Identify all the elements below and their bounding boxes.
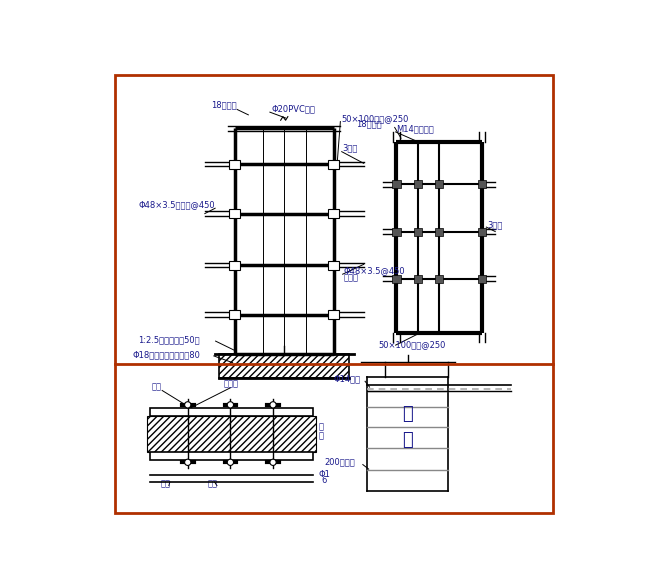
Text: 6: 6 <box>321 476 326 485</box>
Bar <box>414 227 422 236</box>
Bar <box>328 261 339 270</box>
Text: 50×100木枋@250: 50×100木枋@250 <box>341 114 409 123</box>
Circle shape <box>270 459 276 465</box>
Circle shape <box>227 402 234 408</box>
Bar <box>230 310 240 319</box>
Bar <box>219 354 350 378</box>
Text: Φ20PVC套管: Φ20PVC套管 <box>271 104 316 113</box>
Text: 双钢管: 双钢管 <box>344 273 359 283</box>
Text: Φ48×3.5双钢管@450: Φ48×3.5双钢管@450 <box>139 201 215 209</box>
Text: 1:2.5干硬性砂浆50宽: 1:2.5干硬性砂浆50宽 <box>139 335 200 345</box>
Text: 楔形: 楔形 <box>161 480 171 489</box>
Text: 3形卡: 3形卡 <box>342 144 358 153</box>
Bar <box>414 180 422 188</box>
Bar <box>328 209 339 218</box>
Bar <box>478 180 486 188</box>
Text: 50×100木枋@250: 50×100木枋@250 <box>378 340 446 349</box>
Bar <box>230 261 240 270</box>
Bar <box>230 209 240 218</box>
Bar <box>393 227 400 236</box>
Text: 200高机砖: 200高机砖 <box>325 458 355 466</box>
Bar <box>328 160 339 168</box>
Text: 钢模板: 钢模板 <box>224 379 239 388</box>
Bar <box>150 451 313 459</box>
Text: 扣件: 扣件 <box>152 382 162 392</box>
Circle shape <box>185 459 191 465</box>
Text: 3形卡: 3形卡 <box>487 220 503 229</box>
Text: 体: 体 <box>402 431 413 449</box>
Bar <box>435 275 443 283</box>
Text: 18厚木模: 18厚木模 <box>356 119 381 128</box>
Text: M14对拉螺栓: M14对拉螺栓 <box>396 124 434 134</box>
Text: 层: 层 <box>318 422 324 431</box>
Circle shape <box>185 402 191 408</box>
Bar <box>414 275 422 283</box>
Bar <box>150 408 313 416</box>
Text: Φ18短钢筋，露出楼面80: Φ18短钢筋，露出楼面80 <box>133 350 201 359</box>
Text: 18厚木模: 18厚木模 <box>211 101 236 110</box>
Bar <box>393 180 400 188</box>
Bar <box>230 160 240 168</box>
Bar <box>435 227 443 236</box>
Text: 砌: 砌 <box>402 405 413 423</box>
Text: Φ1: Φ1 <box>318 470 330 479</box>
Bar <box>147 416 316 451</box>
Text: 钢管: 钢管 <box>208 480 218 489</box>
Bar <box>328 310 339 319</box>
Bar <box>478 227 486 236</box>
Bar <box>435 180 443 188</box>
Text: Φ14钢筋: Φ14钢筋 <box>333 374 361 383</box>
Circle shape <box>270 402 276 408</box>
Bar <box>393 275 400 283</box>
Text: Φ48×3.5@450: Φ48×3.5@450 <box>344 266 405 275</box>
Text: 高: 高 <box>318 431 324 440</box>
Bar <box>478 275 486 283</box>
Circle shape <box>227 459 234 465</box>
